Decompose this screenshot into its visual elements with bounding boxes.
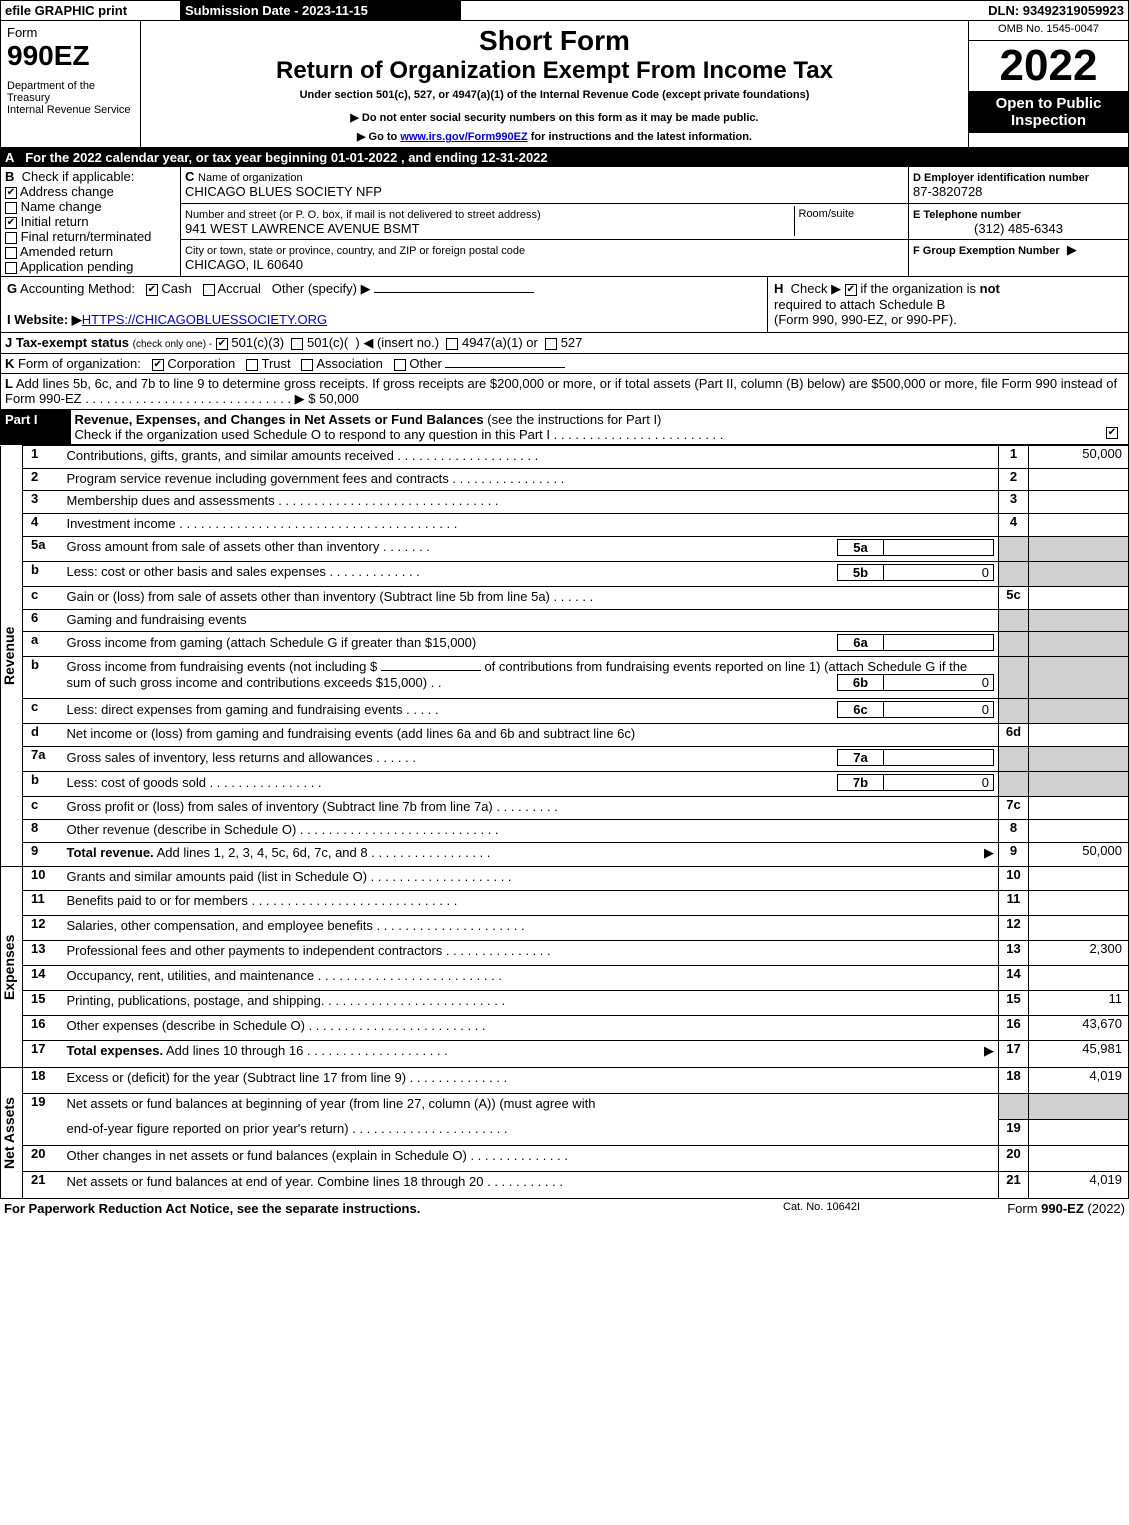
part-i-label: Part I	[1, 410, 71, 445]
room-suite: Room/suite	[794, 206, 904, 236]
line-j: J Tax-exempt status (check only one) - 5…	[1, 333, 1129, 354]
col-f: F Group Exemption Number ▶	[909, 240, 1129, 277]
open-public: Open to Public Inspection	[969, 91, 1128, 133]
footer: For Paperwork Reduction Act Notice, see …	[0, 1199, 1129, 1218]
accrual-checkbox[interactable]	[203, 284, 215, 296]
form-number: 990EZ	[7, 40, 134, 72]
title-cell: Short Form Return of Organization Exempt…	[141, 21, 969, 148]
omb: OMB No. 1545-0047	[969, 21, 1129, 40]
col-b: B Check if applicable: Address change Na…	[1, 167, 181, 277]
j-501c3[interactable]	[216, 338, 228, 350]
part-i-title: Revenue, Expenses, and Changes in Net As…	[71, 410, 1129, 445]
k-corp[interactable]	[152, 359, 164, 371]
b-checkbox[interactable]	[5, 202, 17, 214]
part-i-body: Revenue1 Contributions, gifts, grants, a…	[0, 445, 1129, 1199]
part-i-checkbox[interactable]	[1106, 427, 1118, 439]
col-c-name: C Name of organization CHICAGO BLUES SOC…	[181, 167, 909, 203]
note1: ▶ Do not enter social security numbers o…	[147, 111, 962, 124]
line-a-text: A For the 2022 calendar year, or tax yea…	[1, 148, 1129, 167]
line-a: A For the 2022 calendar year, or tax yea…	[0, 148, 1129, 167]
b-checkbox[interactable]	[5, 232, 17, 244]
k-assoc[interactable]	[301, 359, 313, 371]
dept: Department of the Treasury Internal Reve…	[7, 80, 134, 116]
b-checkbox[interactable]	[5, 217, 17, 229]
h-checkbox[interactable]	[845, 284, 857, 296]
col-c-city: City or town, state or province, country…	[181, 240, 909, 277]
form-word: Form	[7, 25, 134, 40]
line-gh: G Accounting Method: Cash Accrual Other …	[0, 277, 1129, 354]
b-checkbox[interactable]	[5, 247, 17, 259]
note2: ▶ Go to www.irs.gov/Form990EZ for instru…	[147, 130, 962, 143]
part-i-header: Part I Revenue, Expenses, and Changes in…	[0, 410, 1129, 445]
line-h: H Check ▶ if the organization is not req…	[768, 277, 1129, 333]
line-g: G Accounting Method: Cash Accrual Other …	[1, 277, 768, 333]
top-bar: efile GRAPHIC print Submission Date - 20…	[0, 0, 1129, 21]
j-527[interactable]	[545, 338, 557, 350]
b-checkbox[interactable]	[5, 187, 17, 199]
footer-right: Form 990-EZ (2022)	[959, 1199, 1129, 1218]
org-info: B Check if applicable: Address change Na…	[0, 167, 1129, 277]
b-checkbox[interactable]	[5, 262, 17, 274]
form-cell: Form 990EZ Department of the Treasury In…	[1, 21, 141, 148]
website-link[interactable]: HTTPS://CHICAGOBLUESSOCIETY.ORG	[82, 312, 327, 327]
cash-checkbox[interactable]	[146, 284, 158, 296]
k-trust[interactable]	[246, 359, 258, 371]
irs-link[interactable]: www.irs.gov/Form990EZ	[400, 131, 527, 143]
footer-mid: Cat. No. 10642I	[779, 1199, 959, 1218]
header-block: Form 990EZ Department of the Treasury In…	[0, 21, 1129, 148]
year-cell: 2022 Open to Public Inspection	[969, 40, 1129, 147]
j-501c[interactable]	[291, 338, 303, 350]
footer-left: For Paperwork Reduction Act Notice, see …	[0, 1199, 779, 1218]
spacer	[461, 1, 909, 21]
col-c-addr: Number and street (or P. O. box, if mail…	[181, 203, 909, 240]
col-e: E Telephone number (312) 485-6343	[909, 203, 1129, 240]
short-form: Short Form	[147, 25, 962, 57]
efile-label: efile GRAPHIC print	[1, 1, 181, 21]
k-other[interactable]	[394, 359, 406, 371]
year: 2022	[969, 41, 1128, 91]
col-d: D Employer identification number 87-3820…	[909, 167, 1129, 203]
j-4947[interactable]	[446, 338, 458, 350]
submission-date: Submission Date - 2023-11-15	[181, 1, 461, 21]
subtitle: Under section 501(c), 527, or 4947(a)(1)…	[147, 89, 962, 101]
line-l: L Add lines 5b, 6c, and 7b to line 9 to …	[0, 374, 1129, 410]
line-k: K Form of organization: Corporation Trus…	[0, 354, 1129, 374]
main-title: Return of Organization Exempt From Incom…	[147, 57, 962, 85]
dln: DLN: 93492319059923	[909, 1, 1129, 21]
